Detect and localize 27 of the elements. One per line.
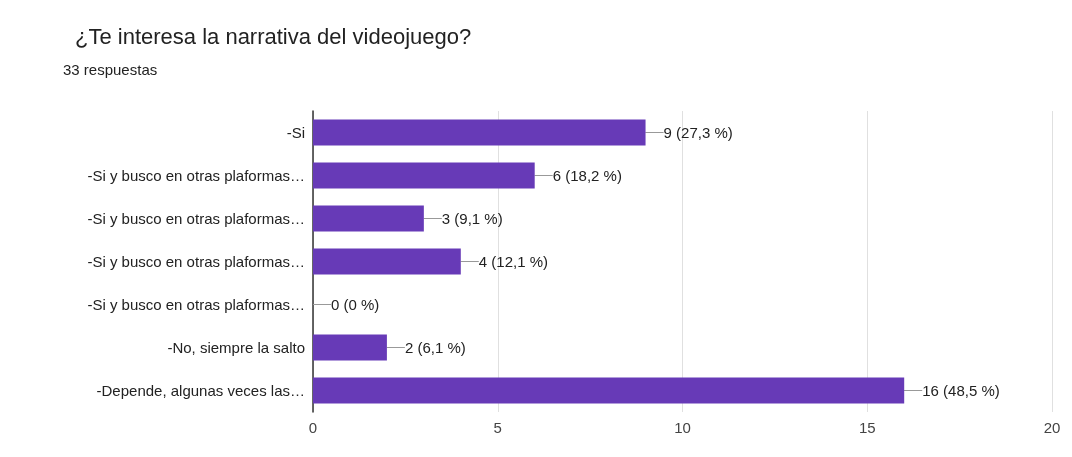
y-tick-label: -Si [286,124,305,141]
x-tick-label: 0 [308,419,318,436]
y-tick-label: -Si y busco en otras plaformas… [87,296,305,313]
bar [313,119,646,146]
x-tick-label: 10 [674,419,691,436]
data-label: 3 (9,1 %) [441,210,503,227]
data-label: 6 (18,2 %) [552,167,622,184]
text: 33 respuestas [63,61,158,78]
data-label: 16 (48,5 %) [922,382,1000,399]
x-tick-label: 15 [858,419,876,436]
bar [313,377,905,404]
bar [313,162,535,189]
chart-title: ¿Te interesa la narrativa del videojuego? [75,23,472,49]
x-tick-label: 20 [1043,419,1061,436]
y-tick-label: -Si y busco en otras plaformas… [87,210,305,227]
bar [313,248,461,275]
y-tick-label: -Si y busco en otras plaformas… [87,167,305,184]
y-tick-label: -Si y busco en otras plaformas… [87,253,305,270]
x-tick-label: 5 [493,419,502,436]
data-label: 2 (6,1 %) [404,339,466,356]
bar [313,205,424,232]
y-tick-label: -No, siempre la salto [167,339,305,356]
data-label: 0 (0 %) [331,296,380,313]
y-tick-label: -Depende, algunas veces las… [96,382,305,399]
data-label: 4 (12,1 %) [478,253,548,270]
data-label: 9 (27,3 %) [663,124,733,141]
bar [313,334,387,361]
